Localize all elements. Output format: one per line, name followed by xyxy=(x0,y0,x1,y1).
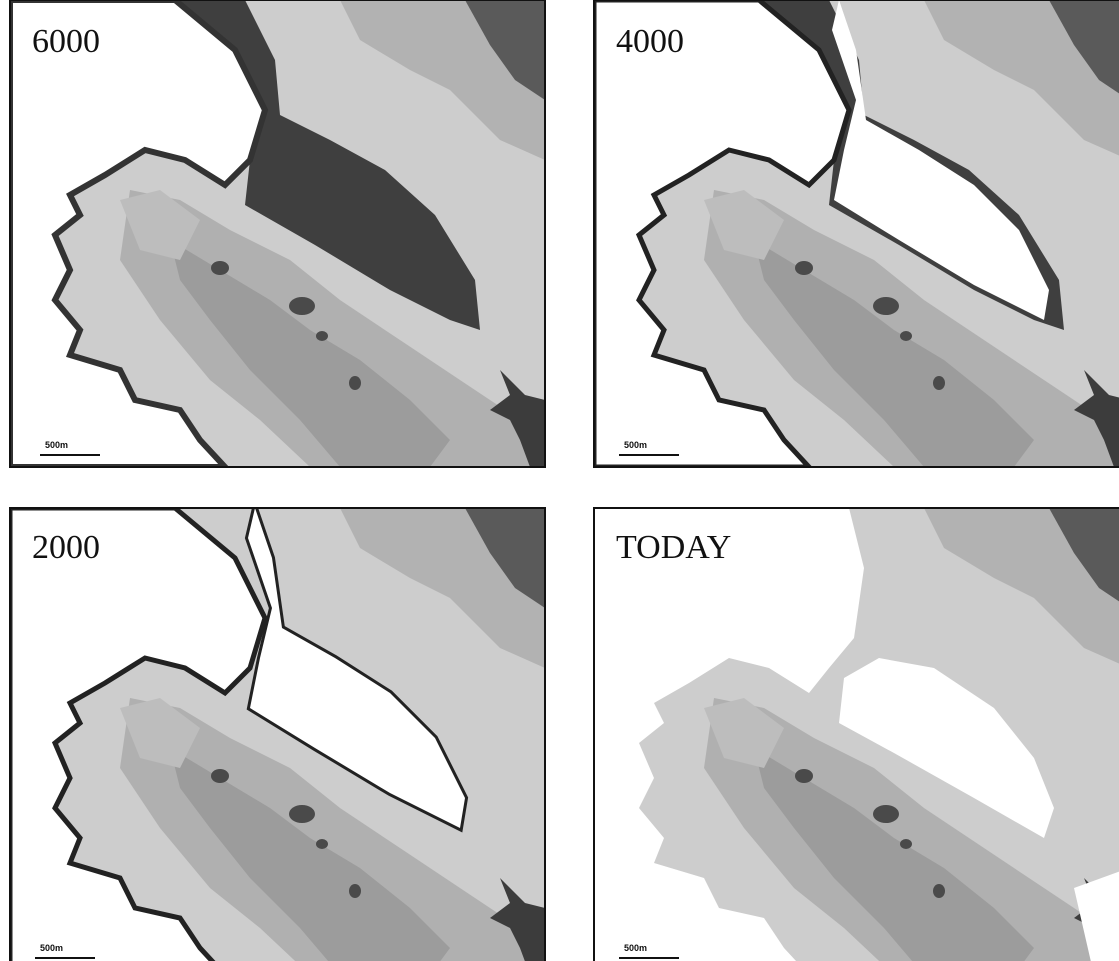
panel-label: 2000 xyxy=(32,529,100,566)
panel-label: 6000 xyxy=(32,23,100,60)
page: {"panels": [ {"label": "6000", "scale_la… xyxy=(0,0,1119,961)
map-panel: 4000 500m xyxy=(594,0,1119,467)
scale-label: 500m xyxy=(45,440,68,450)
scale-label: 500m xyxy=(624,943,647,953)
map-panel: TODAY 500m xyxy=(594,508,1119,961)
panel-label: TODAY xyxy=(616,529,731,566)
scale-label: 500m xyxy=(624,440,647,450)
map-panel: 2000 500m xyxy=(10,508,545,961)
scale-label: 500m xyxy=(40,943,63,953)
panel-label: 4000 xyxy=(616,23,684,60)
map-panel: 6000 500m xyxy=(10,0,545,467)
figure: 6000 500m 4000 500m 2000 500m xyxy=(0,0,1119,961)
